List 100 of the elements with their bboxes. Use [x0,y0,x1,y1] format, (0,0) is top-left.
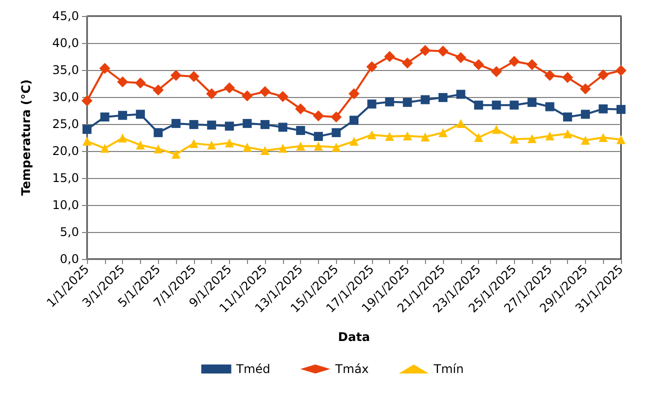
point [172,118,180,128]
point [526,59,538,70]
point [82,136,92,146]
y-tick-label: 5,0 [60,225,79,239]
point [348,88,360,100]
point [474,133,484,142]
point [528,98,536,107]
point [367,130,376,140]
y-tick-label: 10,0 [52,198,79,212]
point [330,111,342,122]
y-tick-label: 35,0 [52,63,79,77]
point [152,84,164,96]
point [314,142,323,151]
point [242,118,252,128]
point [314,132,323,141]
point [563,129,572,138]
point [563,112,572,122]
point [616,104,626,114]
point [82,95,92,106]
point [242,90,253,102]
legend-label: Tmáx [334,362,369,376]
x-axis-title: Data [338,330,370,344]
point [296,126,306,135]
point [420,45,431,56]
point [260,146,270,155]
y-axis-title: Temperatura (°C) [19,79,33,196]
point [224,82,235,94]
point [580,83,591,94]
point [402,98,412,107]
point [545,131,554,140]
y-tick-label: 20,0 [52,144,79,158]
point [117,76,128,88]
point [136,140,145,150]
point [207,120,216,130]
point [100,112,110,122]
y-tick-label: 45,0 [52,9,79,23]
point [134,77,146,88]
point [224,138,234,148]
point [616,65,626,76]
point [402,57,413,68]
point [136,110,145,119]
point [580,110,590,119]
point [154,144,163,154]
legend-label: Tméd [235,362,270,376]
point [598,104,608,114]
y-tick-label: 25,0 [52,117,79,131]
point [224,122,234,131]
point [278,122,288,132]
point [456,118,466,128]
point [528,134,536,144]
point [508,56,520,67]
point [510,134,519,144]
point [206,88,218,100]
point [350,116,358,125]
point [277,90,288,102]
point [242,142,252,152]
point [385,132,394,141]
point [438,93,448,102]
point [350,136,358,146]
point [100,144,110,153]
point [170,70,182,81]
point [492,124,501,134]
point [312,110,324,122]
point [99,62,110,74]
point [278,144,288,153]
point [188,70,200,82]
point [189,138,198,148]
point [402,131,412,140]
point [438,46,448,57]
point [207,140,216,150]
point [332,142,341,152]
point [366,61,378,72]
point [562,72,574,84]
point [260,86,270,98]
point [172,150,180,159]
legend-label: Tmín [432,362,464,376]
point [598,69,609,80]
point [492,100,501,110]
point [295,103,306,114]
point [367,100,376,109]
point [332,128,341,138]
point [510,100,519,110]
y-tick-label: 40,0 [52,36,79,50]
point [456,90,466,99]
point [455,52,466,64]
point [545,102,554,112]
point [616,135,626,144]
point [384,51,396,62]
point [420,95,430,104]
point [385,97,394,106]
point [154,128,163,138]
point [473,59,484,70]
point [598,133,608,142]
y-tick-label: 15,0 [52,171,79,185]
point [260,120,270,130]
point [580,136,590,145]
point [296,142,306,151]
point [490,66,502,78]
point [118,134,128,143]
y-tick-label: 30,0 [52,90,79,104]
